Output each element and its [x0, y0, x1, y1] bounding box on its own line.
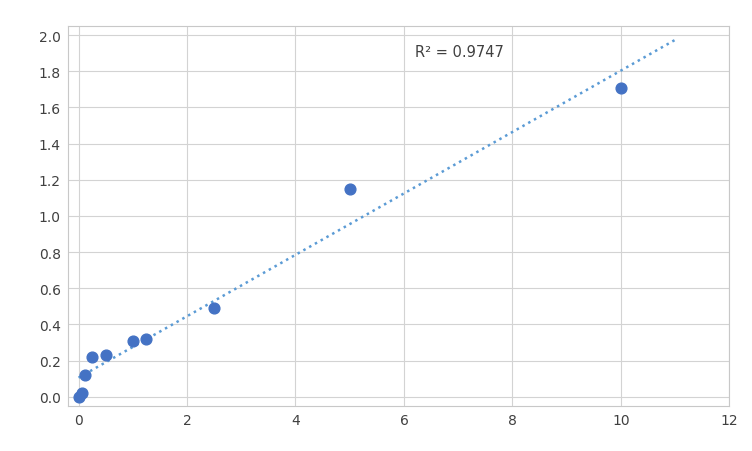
Point: [141, 336, 153, 343]
Point: [79, 372, 91, 379]
Point: [99, 352, 111, 359]
Point: [72, 393, 84, 400]
Point: [344, 186, 356, 193]
Point: [208, 305, 220, 312]
Point: [127, 337, 139, 345]
Point: [86, 354, 98, 361]
Point: [76, 390, 88, 397]
Text: R² = 0.9747: R² = 0.9747: [415, 45, 504, 60]
Point: [615, 85, 627, 92]
